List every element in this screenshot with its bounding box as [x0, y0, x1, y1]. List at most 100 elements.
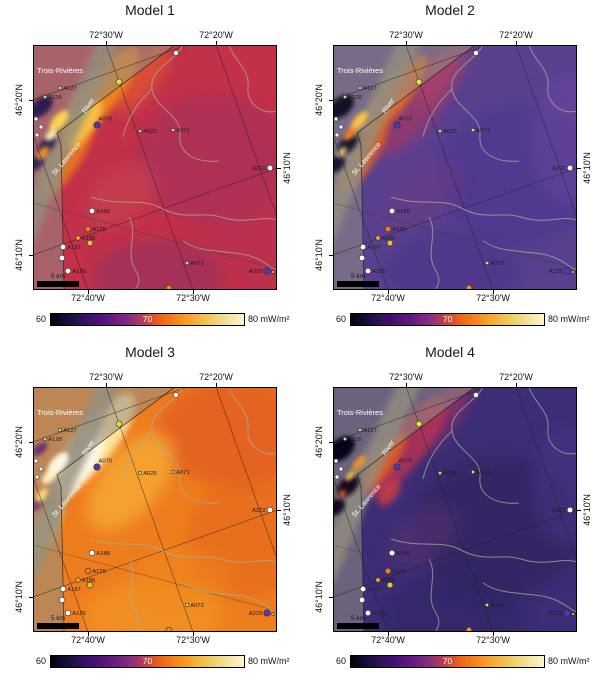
map-frame	[333, 45, 577, 290]
station-marker	[571, 270, 575, 274]
station-label: A188	[396, 551, 410, 557]
anomaly-spot	[333, 436, 355, 462]
station-marker-a073	[485, 261, 490, 266]
station-label: A188	[96, 551, 110, 557]
station-label: A071	[476, 128, 490, 134]
station-label: A229	[549, 611, 563, 617]
station-marker-a186	[375, 577, 381, 583]
station-label: A125	[92, 227, 106, 233]
axis-label-left: 46°20'N	[314, 84, 324, 116]
station-label: A126	[72, 611, 86, 617]
anomaly-spot	[49, 110, 69, 132]
graticule-line	[215, 387, 277, 560]
axis-label-right: 46°10'N	[282, 152, 292, 184]
station-marker	[334, 474, 340, 480]
axis-tick	[329, 597, 333, 598]
model-domain-mask	[333, 45, 475, 290]
axis-tick	[516, 383, 517, 387]
station-marker-a197	[359, 585, 367, 593]
axis-label-top: 72°30'W	[89, 30, 123, 40]
stream-line	[128, 558, 140, 632]
panel-model-4: Model 4 A127 A128 A070 A025 A071 A222 A188 A125 A…	[300, 342, 600, 682]
station-label: A186	[82, 578, 96, 584]
colorbar-max-label: 80 mW/m²	[548, 314, 590, 324]
station-marker-a188	[388, 549, 396, 557]
axis-label-left: 46°20'N	[314, 426, 324, 458]
station-marker	[33, 458, 39, 464]
station-marker-a188	[88, 549, 96, 557]
scale-bar-label: 5 km	[51, 273, 65, 280]
scale-bar-label: 5 km	[351, 615, 365, 622]
station-marker	[338, 466, 344, 472]
heatflow-anomaly	[531, 75, 577, 205]
station-marker	[465, 626, 473, 632]
stream-line	[428, 558, 440, 632]
station-marker-a229	[563, 267, 571, 275]
geological-contact-line	[333, 202, 577, 270]
station-marker	[34, 474, 40, 480]
stream-line	[528, 387, 577, 455]
station-label: A186	[382, 578, 396, 584]
station-marker-a073	[485, 603, 490, 608]
station-label: A025	[443, 129, 457, 135]
axis-label-left: 46°10'N	[14, 581, 24, 613]
station-label: A126	[372, 611, 386, 617]
station-marker	[115, 420, 123, 428]
axis-tick	[388, 632, 389, 636]
axis-tick	[388, 290, 389, 294]
axis-tick	[216, 41, 217, 45]
axis-label-left: 46°10'N	[14, 239, 24, 271]
station-label: A126	[372, 269, 386, 275]
axis-label-top: 72°30'W	[389, 30, 423, 40]
station-marker-a125	[384, 567, 392, 575]
station-label: A229	[549, 269, 563, 275]
station-marker-a188	[388, 207, 396, 215]
axis-label-right: 46°10'N	[282, 494, 292, 526]
station-label: A197	[67, 245, 81, 251]
graticule-line	[33, 387, 188, 443]
colorbar-mid-label: 70	[442, 314, 453, 324]
station-marker-a070	[393, 121, 401, 129]
graticule-line	[333, 45, 488, 101]
station-marker-a125	[384, 225, 392, 233]
axis-tick	[577, 168, 581, 169]
axis-label-bottom: 72°40'W	[71, 293, 105, 303]
axis-label-left: 46°10'N	[314, 581, 324, 613]
axis-tick	[516, 41, 517, 45]
heatflow-anomaly	[377, 480, 401, 506]
geological-contact-line	[333, 544, 577, 612]
axis-tick	[493, 632, 494, 636]
map-frame	[33, 387, 277, 632]
scale-bar	[37, 281, 79, 287]
axis-tick	[329, 442, 333, 443]
station-marker-a071	[471, 128, 476, 133]
graticule-line	[33, 167, 277, 256]
station-label: A073	[190, 603, 204, 609]
panel-model-2: Model 2 A127 A128 A070 A025 A071 A222 A188 A125 A…	[300, 0, 600, 342]
axis-label-top: 72°20'W	[499, 372, 533, 382]
station-marker-a071	[171, 470, 176, 475]
station-label: A125	[92, 569, 106, 575]
scale-bar	[337, 623, 379, 629]
stream-line	[90, 538, 277, 563]
station-marker-a073	[185, 603, 190, 608]
station-label: A126	[72, 269, 86, 275]
axis-label-top: 72°20'W	[199, 372, 233, 382]
station-label: A127	[363, 86, 377, 92]
stream-line	[422, 430, 453, 480]
graticule-line	[333, 134, 389, 290]
station-label: A071	[476, 470, 490, 476]
station-marker-a128	[343, 94, 348, 99]
station-marker-a071	[171, 128, 176, 133]
station-marker-a070	[393, 463, 401, 471]
heatflow-anomaly	[381, 575, 525, 632]
colorbar: 70	[50, 655, 245, 668]
axis-label-left: 46°10'N	[314, 239, 324, 271]
axis-tick	[29, 100, 33, 101]
axis-label-left: 46°20'N	[14, 426, 24, 458]
